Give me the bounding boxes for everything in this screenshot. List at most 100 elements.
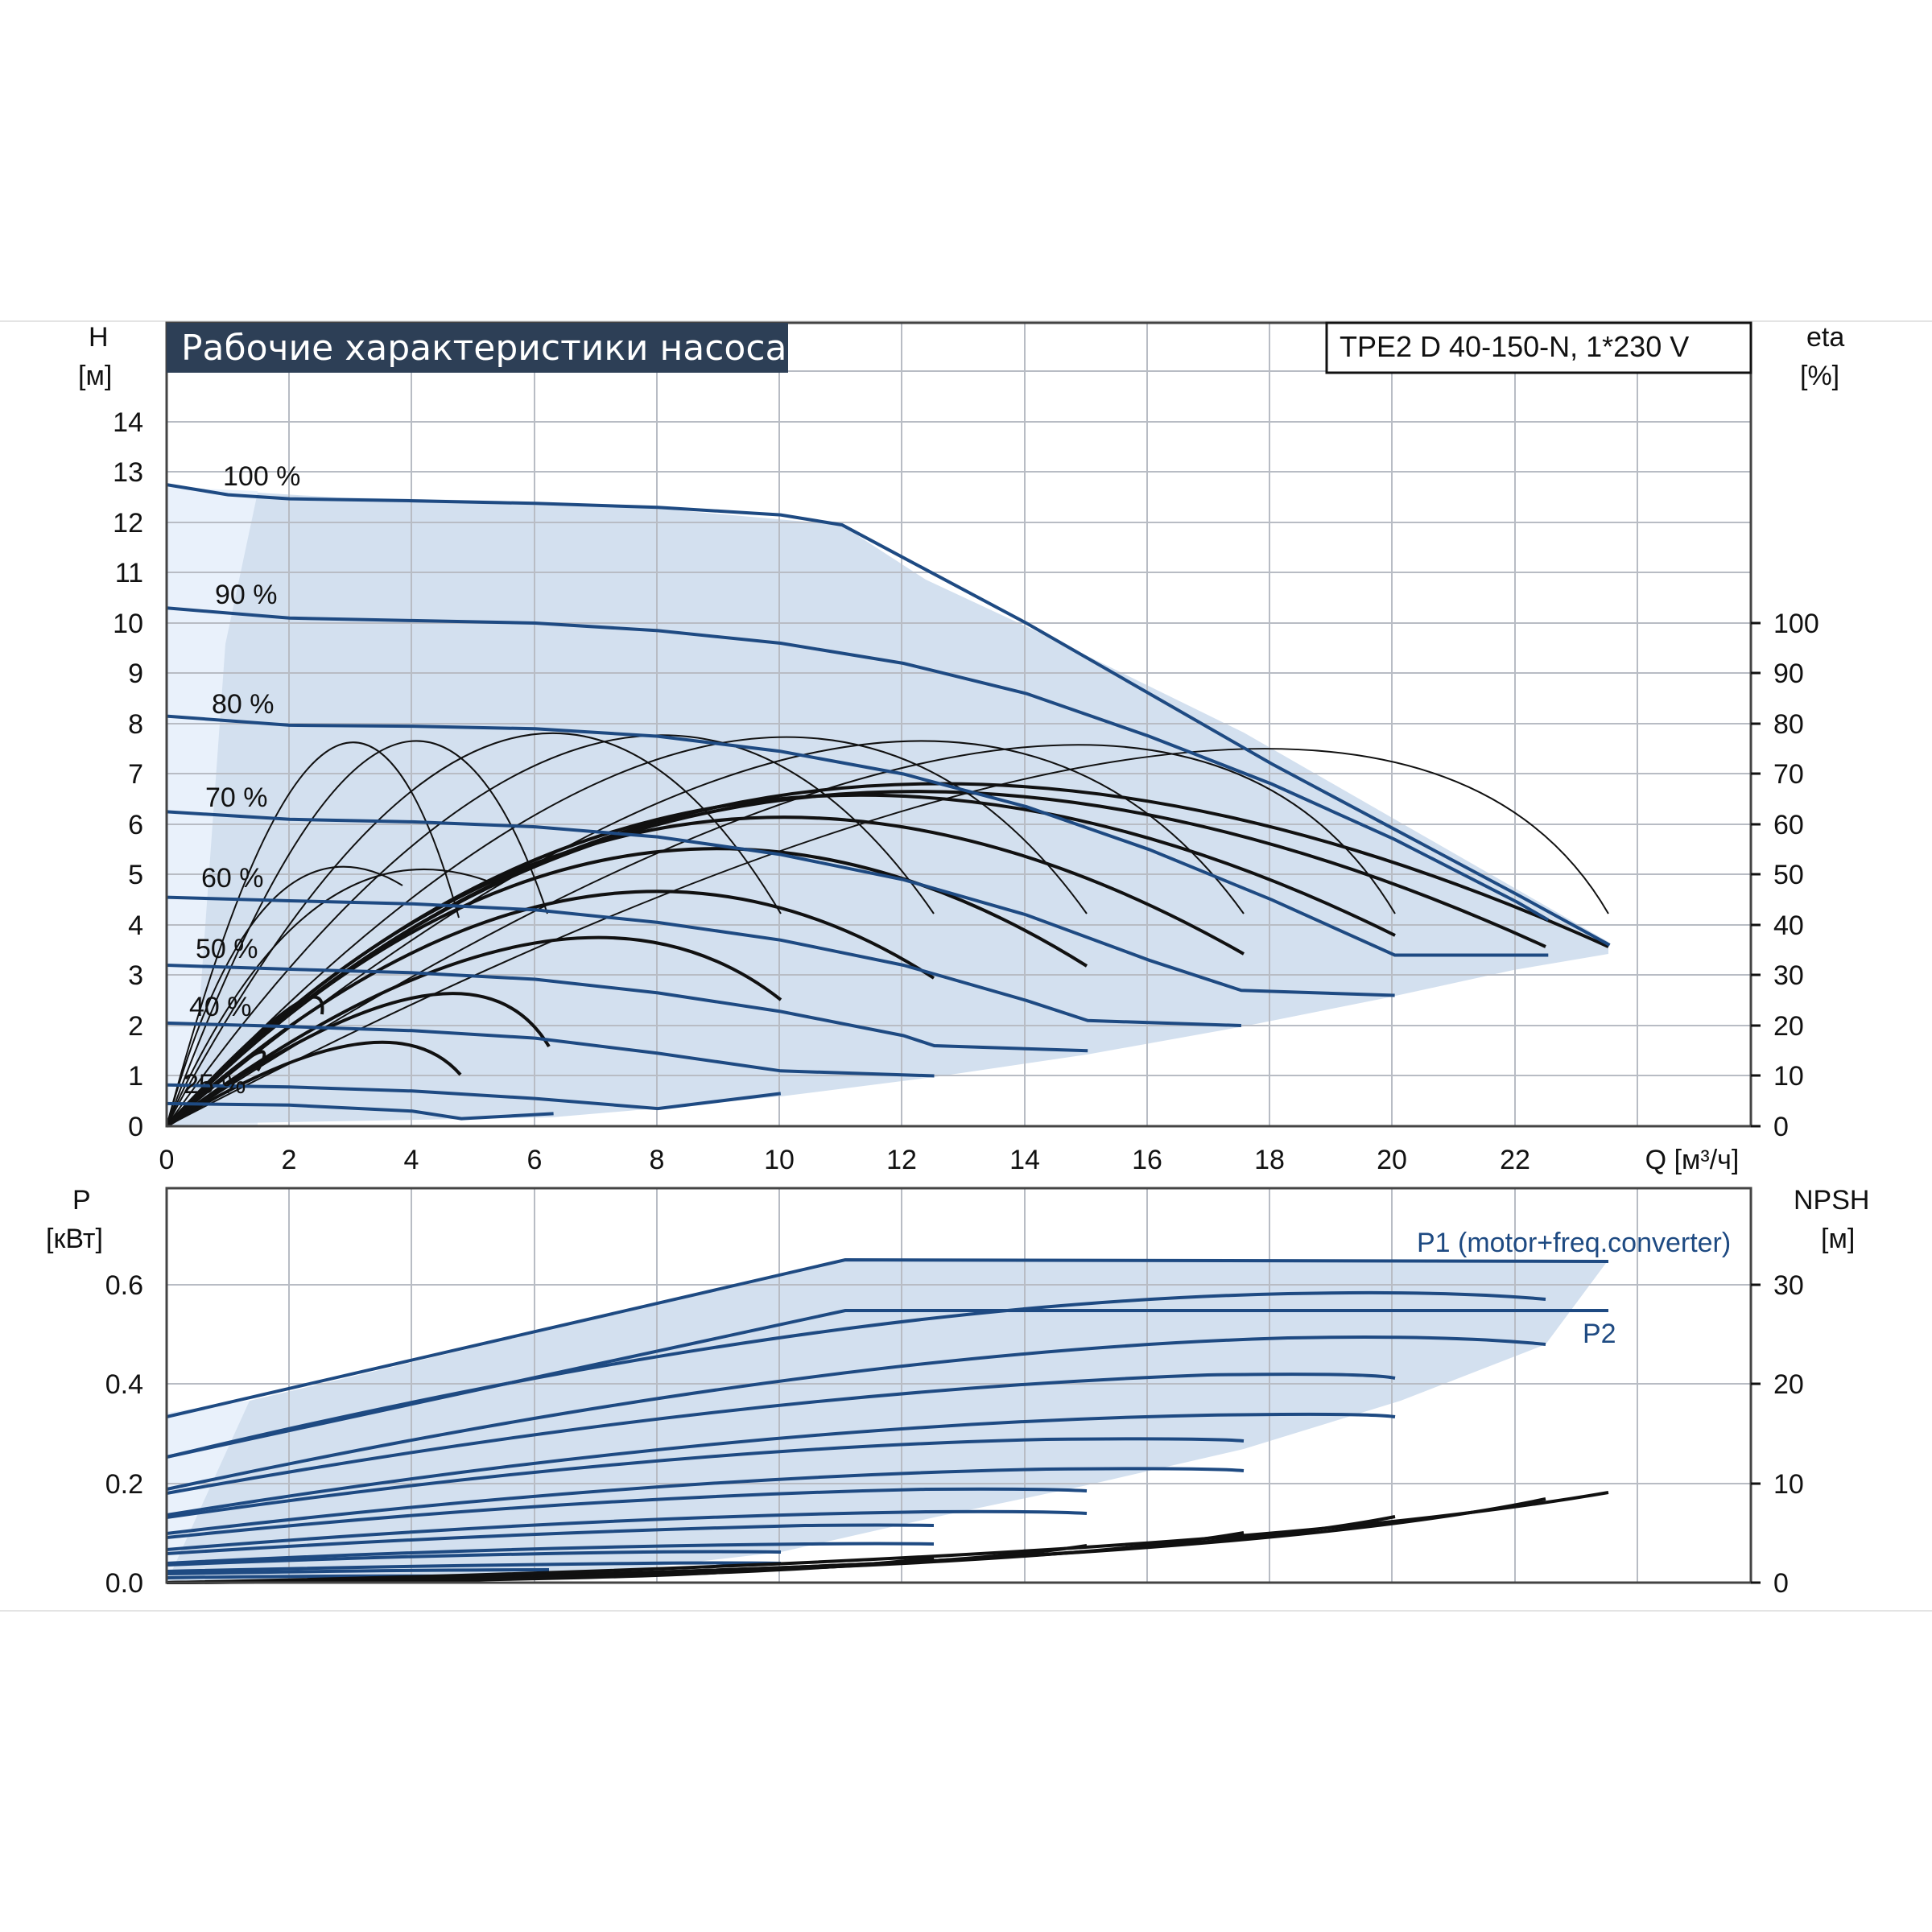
p-tick: 0.2 [105, 1469, 143, 1500]
speed-label-80: 80 % [212, 689, 275, 720]
head-curve-25 [166, 1101, 554, 1121]
efficiency-curves [166, 732, 1609, 1127]
eta-curve-30 [165, 992, 551, 1128]
y2-axis-ticks: 0 10 20 30 40 50 60 70 80 90 100 [1751, 609, 1819, 1142]
eta-curve-60 [165, 847, 1088, 1128]
p2-curve-40 [166, 1561, 782, 1573]
head-curve-50 [166, 964, 1088, 1053]
p1-curve-90 [166, 1290, 1546, 1459]
y-tick: 6 [128, 810, 143, 840]
y2-tick: 100 [1773, 609, 1819, 639]
legend-p2: P2 [1583, 1319, 1616, 1349]
eta-curve-25 [165, 1040, 462, 1128]
speed-label-90: 90 % [215, 580, 278, 610]
y2-tick: 20 [1773, 1011, 1804, 1042]
p-tick: 0.4 [105, 1369, 143, 1400]
eta-curve-70 [165, 815, 1245, 1128]
speed-label-100: 100 % [223, 461, 300, 492]
power-curves [166, 1257, 1609, 1579]
y-tick: 10 [113, 609, 143, 639]
legend-p1: P1 (motor+freq.converter) [1417, 1228, 1731, 1258]
x-tick: 4 [404, 1145, 419, 1175]
p-axis-ticks: 0.0 0.2 0.4 0.6 [105, 1270, 143, 1599]
p1-curve-100 [166, 1257, 1609, 1418]
y-tick: 4 [128, 910, 143, 941]
head-grid [167, 323, 1751, 1126]
head-curve-40 [166, 1021, 935, 1078]
speed-label-50: 50 % [196, 934, 258, 964]
power-plot: P1 (motor+freq.converter) P2 P [кВт] 0.0… [46, 1185, 1869, 1599]
efficiency-thick-curves [165, 782, 1609, 1128]
npsh-axis-unit: [м] [1821, 1224, 1855, 1254]
y2-tick: 10 [1773, 1061, 1804, 1092]
y-axis-ticks: 0 1 2 3 4 5 6 7 8 9 10 11 12 13 14 [113, 407, 143, 1142]
p-axis-name: P [72, 1185, 91, 1216]
p2-curve-70 [166, 1467, 1245, 1535]
y-tick: 1 [128, 1061, 143, 1092]
speed-label-40: 40 % [189, 992, 252, 1022]
y-tick: 5 [128, 860, 143, 890]
npsh-axis-ticks: 0 10 20 30 [1751, 1270, 1804, 1599]
y2-tick: 70 [1773, 759, 1804, 790]
head-curves [166, 483, 1611, 1121]
speed-labels: 100 % 90 % 80 % 70 % 60 % 50 % 40 % 25 % [184, 461, 300, 1100]
npsh-tick: 20 [1773, 1369, 1804, 1400]
head-curve-80 [166, 714, 1549, 957]
x-axis-label: Q [м³/ч] [1645, 1145, 1740, 1175]
head-curve-100 [166, 483, 1611, 947]
head-curve-90 [166, 606, 1550, 922]
p-tick: 0.0 [105, 1568, 143, 1599]
y2-tick: 50 [1773, 860, 1804, 890]
x-tick: 10 [764, 1145, 795, 1175]
y2-tick: 60 [1773, 810, 1804, 840]
head-curve-30 [166, 1083, 782, 1111]
p1-curve-70 [166, 1437, 1245, 1519]
x-tick: 14 [1009, 1145, 1040, 1175]
npsh-tick: 0 [1773, 1568, 1789, 1599]
x-axis-ticks: 0 2 4 6 8 10 12 14 16 18 20 22 Q [м³/ч] [159, 1145, 1740, 1175]
x-tick: 2 [282, 1145, 297, 1175]
x-tick: 20 [1377, 1145, 1407, 1175]
model-label: TPE2 D 40-150-N, 1*230 V [1340, 330, 1689, 363]
y-tick: 12 [113, 508, 143, 539]
operating-area [167, 493, 1608, 1125]
x-tick: 8 [650, 1145, 665, 1175]
y2-axis-name: eta [1806, 322, 1844, 353]
y2-axis-unit: [%] [1800, 361, 1839, 391]
y-tick: 11 [115, 558, 143, 588]
p1-curve-50 [166, 1523, 935, 1555]
y-tick: 7 [128, 759, 143, 790]
x-tick: 12 [886, 1145, 917, 1175]
p2-curve-80 [166, 1412, 1396, 1517]
y2-tick: 30 [1773, 960, 1804, 991]
y2-tick: 90 [1773, 658, 1804, 689]
p1-curve-80 [166, 1373, 1396, 1495]
p2-curve-50 [166, 1542, 935, 1565]
p1-curve-40 [166, 1550, 782, 1567]
y-tick: 3 [128, 960, 143, 991]
x-tick: 0 [159, 1145, 175, 1175]
y-tick: 8 [128, 709, 143, 740]
eta-curve-50 [165, 890, 935, 1128]
speed-label-70: 70 % [205, 782, 268, 813]
head-plot: 100 % 90 % 80 % 70 % 60 % 50 % 40 % 25 %… [78, 321, 1844, 1175]
y-tick: 2 [128, 1011, 143, 1042]
y-tick: 9 [128, 658, 143, 689]
y2-tick: 80 [1773, 709, 1804, 740]
npsh-curves [166, 1491, 1609, 1584]
p-axis-unit: [кВт] [46, 1224, 103, 1254]
p1-curve-60 [166, 1487, 1088, 1539]
speed-label-25: 25 % [184, 1069, 246, 1100]
npsh-axis-name: NPSH [1794, 1185, 1869, 1216]
y-tick: 0 [128, 1112, 143, 1142]
p2-curve-100 [166, 1309, 1608, 1459]
x-tick: 16 [1132, 1145, 1162, 1175]
y-tick: 14 [113, 407, 143, 438]
y2-tick: 40 [1773, 910, 1804, 941]
y-tick: 13 [113, 457, 143, 488]
model-box [1325, 321, 1752, 374]
head-curve-70 [166, 810, 1395, 997]
x-tick: 6 [527, 1145, 543, 1175]
npsh-tick: 30 [1773, 1270, 1804, 1301]
